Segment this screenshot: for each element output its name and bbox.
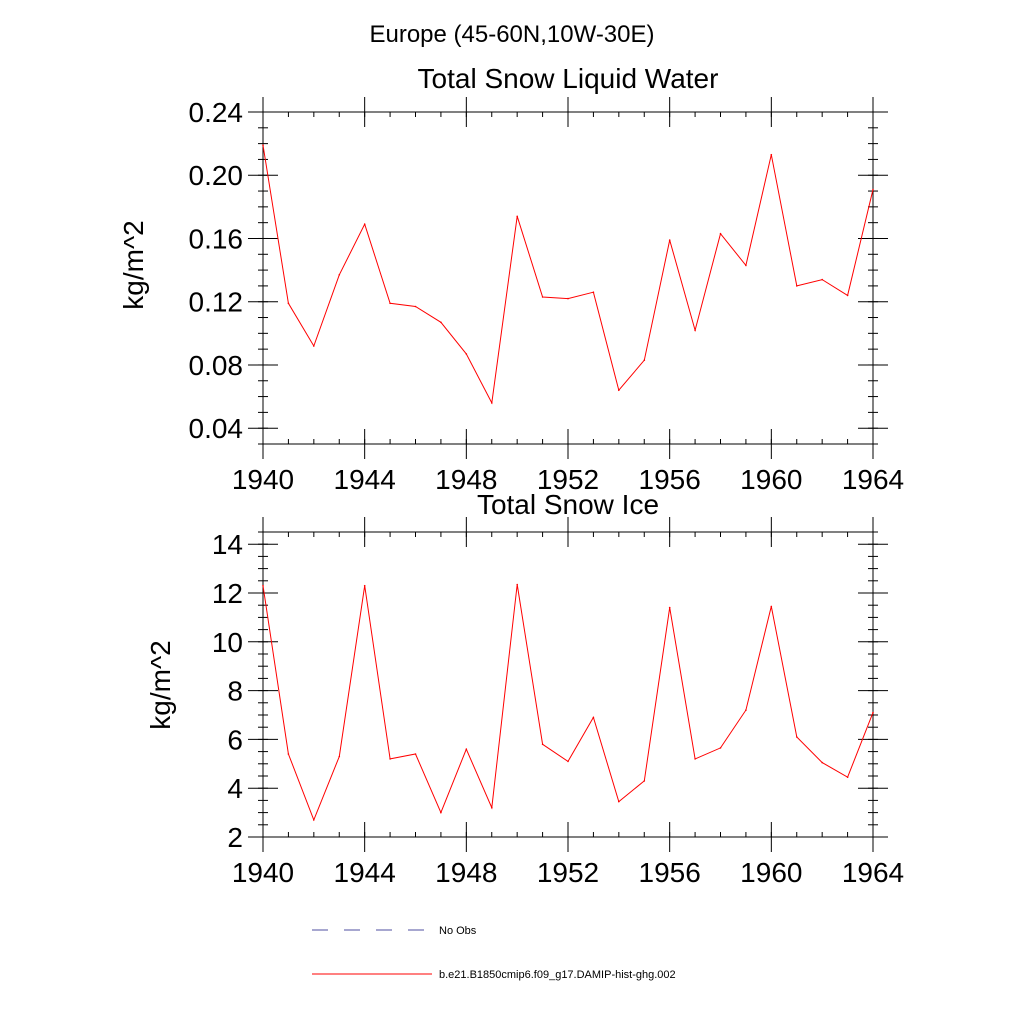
data-point: [363, 223, 366, 225]
x-tick-label: 1948: [435, 857, 497, 888]
y-tick-label: 2: [227, 822, 243, 853]
y-tick-label: 4: [227, 773, 243, 804]
y-axis-label-liquid-water: kg/m^2: [118, 220, 149, 309]
x-tick-label: 1960: [740, 464, 802, 495]
data-point: [643, 780, 646, 782]
data-point: [313, 345, 315, 347]
chart-title-snow-ice: Total Snow Ice: [477, 489, 659, 520]
series-line: [262, 584, 874, 822]
data-point: [796, 736, 798, 738]
x-tick-label: 1940: [232, 464, 294, 495]
data-point: [694, 758, 696, 760]
x-tick-label: 1940: [232, 857, 294, 888]
data-point: [719, 232, 722, 235]
data-point: [338, 274, 341, 276]
legend: No Obs b.e21.B1850cmip6.f09_g17.DAMIP-hi…: [312, 925, 676, 981]
data-point: [465, 748, 468, 750]
data-point: [668, 606, 671, 609]
data-point: [262, 144, 264, 146]
data-point: [770, 605, 773, 608]
x-tick-label: 1956: [639, 464, 701, 495]
data-point: [719, 747, 722, 749]
chart-panel-liquid-water: Total Snow Liquid Water kg/m^2 1940 1944 1…: [118, 63, 904, 495]
y-tick-label: 0.08: [189, 350, 244, 381]
x-tick-label: 1952: [537, 857, 599, 888]
y-tick-label: 14: [212, 529, 243, 560]
legend-label-no-obs: No Obs: [439, 925, 477, 937]
data-point: [338, 755, 341, 758]
data-point: [287, 302, 290, 305]
data-point: [618, 800, 620, 803]
data-point: [440, 321, 442, 324]
x-tick-label: 1944: [334, 857, 396, 888]
data-point: [414, 305, 417, 308]
x-tick-label: 1964: [842, 464, 904, 495]
data-point: [846, 776, 849, 778]
data-point: [618, 389, 620, 392]
data-point: [389, 758, 391, 760]
figure-suptitle: Europe (45-60N,10W-30E): [369, 21, 654, 48]
y-tick-label: 0.04: [189, 413, 244, 444]
data-point: [821, 278, 823, 281]
x-tick-label: 1952: [537, 464, 599, 495]
data-point: [516, 215, 518, 218]
data-point: [541, 743, 544, 746]
data-point: [567, 760, 569, 763]
data-point: [745, 264, 747, 267]
legend-label-model-run: b.e21.B1850cmip6.f09_g17.DAMIP-hist-ghg.…: [439, 969, 676, 981]
data-point: [745, 709, 747, 711]
plot-frame: [262, 111, 874, 445]
data-point: [872, 188, 874, 191]
x-tick-label: 1964: [842, 857, 904, 888]
data-point: [465, 353, 468, 355]
y-tick-label: 8: [227, 676, 243, 707]
data-point: [516, 583, 518, 586]
data-point: [363, 584, 366, 587]
y-tick-label: 0.20: [189, 160, 244, 191]
y-tick-label: 6: [227, 724, 243, 755]
data-point: [491, 806, 493, 809]
data-point: [313, 819, 315, 821]
data-point: [668, 239, 671, 241]
series-line: [262, 145, 874, 405]
x-tick-label: 1956: [639, 857, 701, 888]
data-point: [592, 291, 595, 294]
chart-title-liquid-water: Total Snow Liquid Water: [418, 63, 719, 94]
y-axis-label-snow-ice: kg/m^2: [145, 640, 176, 729]
y-tick-label: 10: [212, 627, 243, 658]
y-tick-label: 0.12: [189, 287, 244, 318]
data-point: [846, 294, 849, 297]
data-point: [262, 584, 264, 587]
chart-panel-snow-ice: Total Snow Ice kg/m^2 1940 1944 1948 1952 19…: [145, 489, 904, 888]
data-point: [821, 761, 823, 764]
x-tick-label: 1960: [740, 857, 802, 888]
data-point: [592, 716, 595, 719]
data-point: [440, 811, 442, 814]
y-tick-label: 0.24: [189, 97, 244, 128]
data-point: [287, 753, 290, 755]
data-point: [643, 359, 646, 362]
data-point: [694, 329, 696, 332]
data-point: [389, 302, 391, 305]
data-point: [541, 296, 544, 298]
data-point: [567, 297, 569, 300]
data-point: [491, 402, 493, 404]
data-point: [872, 711, 874, 714]
x-tick-label: 1948: [435, 464, 497, 495]
data-point: [796, 285, 798, 287]
plot-frame: [262, 531, 874, 838]
data-point: [414, 753, 417, 755]
data-point: [770, 153, 773, 156]
y-tick-label: 0.16: [189, 223, 244, 254]
y-tick-label: 12: [212, 578, 243, 609]
x-tick-label: 1944: [334, 464, 396, 495]
